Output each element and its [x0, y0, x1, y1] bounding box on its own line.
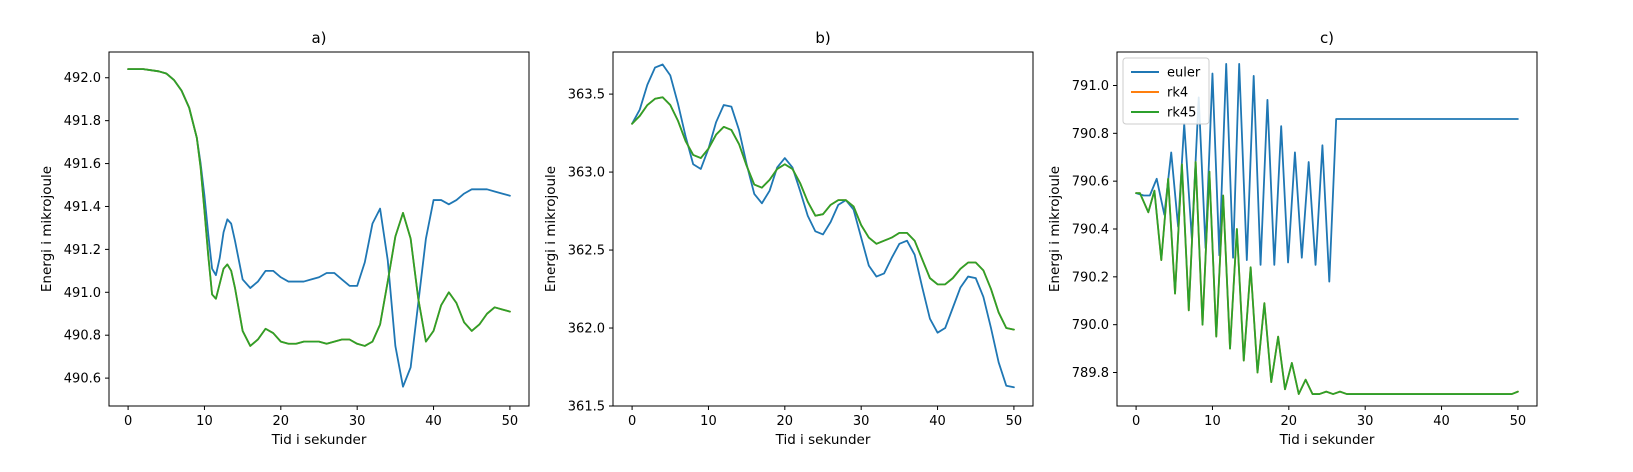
x-tick-label: 30 — [1357, 414, 1374, 429]
chart-title: b) — [815, 29, 830, 47]
series-group — [127, 68, 511, 388]
y-tick-label: 790.8 — [1072, 127, 1109, 142]
series-group — [631, 63, 1015, 389]
x-tick-label: 20 — [777, 414, 794, 429]
y-tick-label: 491.0 — [64, 286, 101, 301]
x-tick-label: 10 — [1204, 414, 1221, 429]
series-line-rk45 — [1135, 161, 1519, 395]
y-tick-label: 790.0 — [1072, 318, 1109, 333]
y-tick-label: 363.5 — [568, 88, 605, 103]
chart-panel-1: 0 10 20 30 40 50 361.5 362.0 362.5 363.0 363.5 b) Ti… — [543, 29, 1034, 448]
x-tick-label: 50 — [502, 414, 519, 429]
series-line-euler — [127, 68, 511, 388]
y-tick-label: 491.8 — [64, 114, 101, 129]
x-tick-label: 40 — [425, 414, 442, 429]
chart-title: c) — [1320, 29, 1334, 47]
x-tick-label: 50 — [1006, 414, 1023, 429]
x-tick-label: 0 — [1132, 414, 1140, 429]
y-axis-label: Energi i mikrojoule — [39, 166, 55, 292]
legend-frame — [1122, 57, 1210, 125]
axes-frame — [108, 51, 530, 407]
x-tick-label: 40 — [1433, 414, 1450, 429]
y-tick-label: 491.6 — [64, 157, 101, 172]
legend-label-rk45: rk45 — [1167, 106, 1196, 121]
x-tick-label: 10 — [196, 414, 213, 429]
y-tick-label: 789.8 — [1072, 366, 1109, 381]
series-line-euler — [631, 63, 1015, 389]
chart-title: a) — [311, 29, 326, 47]
x-tick-label: 0 — [124, 414, 132, 429]
y-tick-label: 361.5 — [568, 400, 605, 415]
x-tick-label: 20 — [1281, 414, 1298, 429]
x-tick-label: 10 — [700, 414, 717, 429]
chart-panel-2: 0 10 20 30 40 50 789.8 790.0 790.2 790.4 790.6 790.… — [1047, 29, 1538, 448]
x-tick-label: 30 — [853, 414, 870, 429]
x-axis-label: Tid i sekunder — [775, 432, 871, 448]
legend-label-euler: euler — [1167, 66, 1201, 81]
legend: euler rk4 rk45 — [1122, 57, 1210, 125]
y-tick-label: 490.8 — [64, 329, 101, 344]
legend-label-rk4: rk4 — [1167, 86, 1188, 101]
y-tick-label: 491.2 — [64, 243, 101, 258]
x-tick-label: 20 — [273, 414, 290, 429]
y-tick-label: 790.2 — [1072, 270, 1109, 285]
series-line-rk4 — [127, 68, 511, 347]
x-axis-label: Tid i sekunder — [271, 432, 367, 448]
y-tick-label: 363.0 — [568, 166, 605, 181]
y-axis-label: Energi i mikrojoule — [1047, 166, 1063, 292]
series-line-rk45 — [127, 68, 511, 347]
axes-frame — [612, 51, 1034, 407]
y-tick-label: 790.6 — [1072, 175, 1109, 190]
x-tick-label: 0 — [628, 414, 636, 429]
y-tick-label: 790.4 — [1072, 223, 1109, 238]
chart-panel-0: 0 10 20 30 40 50 490.6 490.8 491.0 491.2 491.4 491.… — [39, 29, 530, 448]
y-axis-label: Energi i mikrojoule — [543, 166, 559, 292]
y-tick-label: 791.0 — [1072, 79, 1109, 94]
y-tick-label: 362.0 — [568, 322, 605, 337]
y-tick-label: 491.4 — [64, 200, 101, 215]
x-tick-label: 40 — [929, 414, 946, 429]
y-tick-label: 490.6 — [64, 372, 101, 387]
y-tick-label: 362.5 — [568, 244, 605, 259]
series-group — [1135, 63, 1519, 395]
x-tick-label: 30 — [349, 414, 366, 429]
x-tick-label: 50 — [1510, 414, 1527, 429]
y-tick-label: 492.0 — [64, 71, 101, 86]
series-line-rk45 — [631, 96, 1015, 331]
x-axis-label: Tid i sekunder — [1279, 432, 1375, 448]
series-line-euler — [1135, 63, 1519, 283]
